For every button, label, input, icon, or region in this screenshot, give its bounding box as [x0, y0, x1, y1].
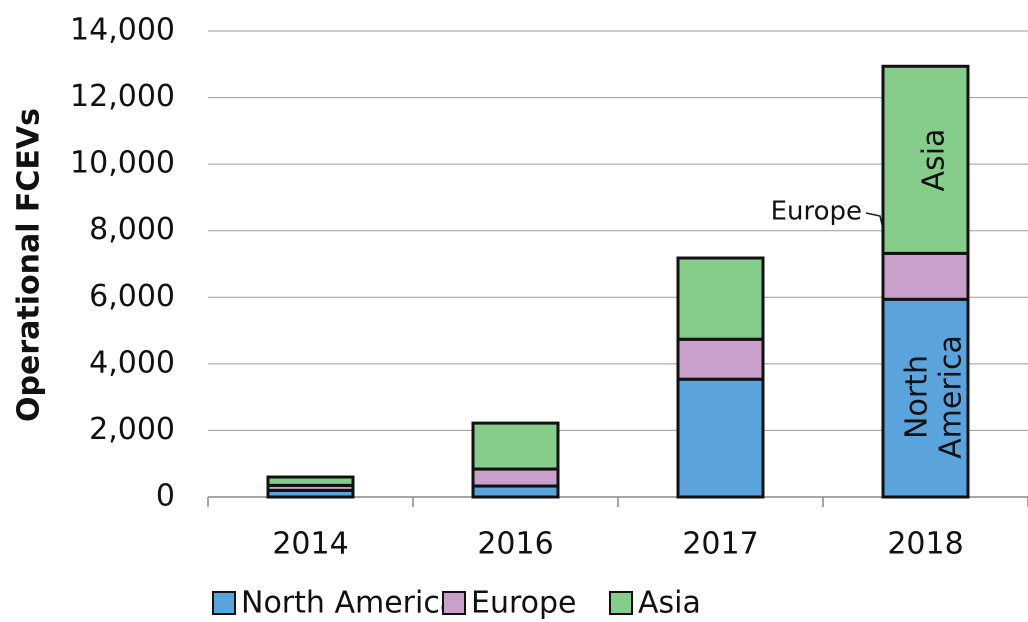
y-tick-label: 2,000 [89, 412, 175, 447]
bar-segment [676, 256, 765, 341]
annotation: North [900, 355, 935, 439]
bar-segment [676, 337, 765, 381]
y-tick-label: 0 [156, 479, 175, 514]
annotation: Asia [917, 129, 952, 192]
x-tick-label: 2018 [887, 527, 963, 562]
x-tick-label: 2017 [682, 527, 758, 562]
bar-segment [676, 377, 765, 499]
annotation: America [934, 335, 969, 459]
bar-segment [881, 64, 970, 255]
annotation: Europe [771, 197, 862, 227]
y-axis-label: Operational FCEVs [12, 108, 47, 422]
y-tick-label: 8,000 [89, 212, 175, 247]
y-tick-label: 10,000 [70, 146, 175, 181]
legend-label: Asia [638, 586, 701, 621]
y-tick-label: 6,000 [89, 279, 175, 314]
legend-label: North America [241, 586, 458, 621]
x-tick-label: 2016 [477, 527, 553, 562]
x-tick-label: 2014 [272, 527, 348, 562]
bar-segment [881, 251, 970, 301]
bar-segment [471, 421, 560, 471]
y-tick-label: 12,000 [70, 79, 175, 114]
y-tick-label: 14,000 [70, 13, 175, 48]
legend-swatch [609, 591, 633, 615]
legend-label: Europe [471, 586, 577, 621]
bar-segment [471, 484, 560, 499]
legend-swatch [442, 591, 466, 615]
bar-segment [471, 467, 560, 488]
legend-swatch [212, 591, 236, 615]
bar-segment [266, 475, 355, 487]
y-tick-label: 4,000 [89, 345, 175, 380]
